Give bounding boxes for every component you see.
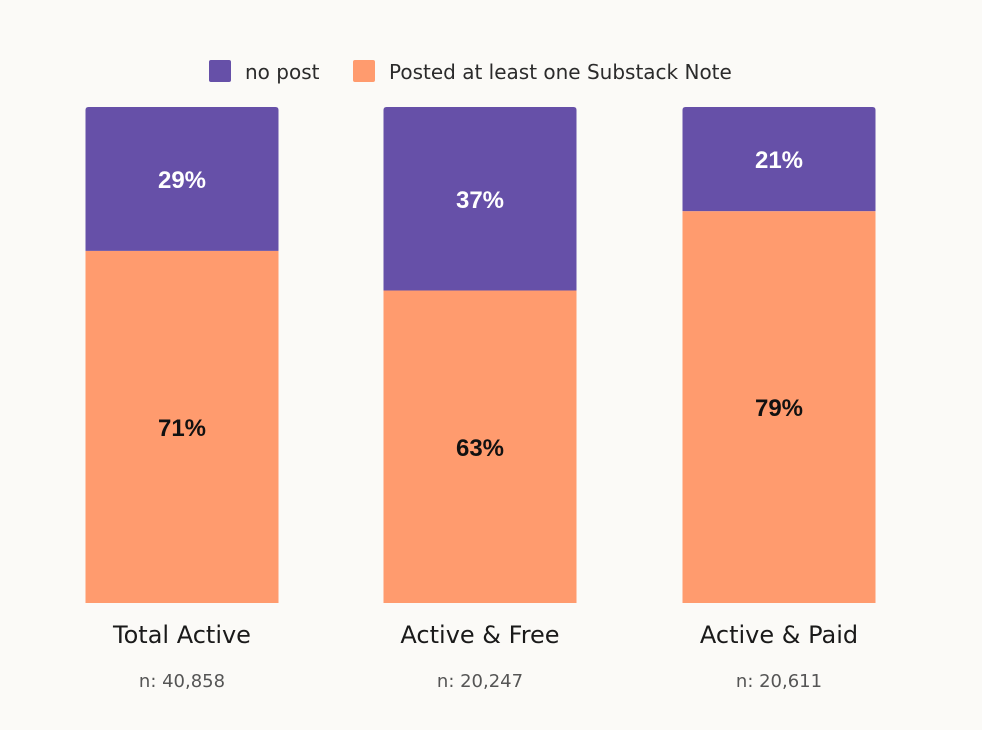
bar-segment-posted-note-active-and-paid [682,211,876,603]
legend-label-no-post: no post [245,60,320,84]
bar-segment-no-post-active-and-paid [682,107,876,212]
bar-segment-posted-note-active-and-free [383,290,577,603]
legend: no post Posted at least one Substack Not… [209,60,732,84]
sample-size-label-total-active: n: 40,858 [139,671,225,692]
data-label-posted-note-active-and-free: 63% [456,435,504,462]
category-label-active-and-free: Active & Free [400,621,559,649]
bar-segment-no-post-total-active [85,107,279,251]
plot-area: 29% 71% 37% 63% 21% 79% [85,107,876,603]
category-labels: Total Active n: 40,858 Active & Free n: 20,… [112,621,858,692]
bar-segment-posted-note-total-active [85,250,279,603]
bar-active-and-paid: 21% 79% [682,107,876,603]
category-label-active-and-paid: Active & Paid [700,621,858,649]
bar-total-active: 29% 71% [85,107,279,603]
data-label-posted-note-total-active: 71% [158,415,206,442]
data-label-no-post-active-and-free: 37% [456,187,504,214]
legend-label-posted-note: Posted at least one Substack Note [389,60,732,84]
category-label-total-active: Total Active [112,621,251,649]
bar-active-and-free: 37% 63% [383,107,577,603]
data-label-posted-note-active-and-paid: 79% [755,395,803,422]
legend-swatch-posted-note [353,60,375,82]
sample-size-label-active-and-paid: n: 20,611 [736,671,822,692]
sample-size-label-active-and-free: n: 20,247 [437,671,523,692]
data-label-no-post-active-and-paid: 21% [755,147,803,174]
bar-segment-no-post-active-and-free [383,107,577,291]
legend-swatch-no-post [209,60,231,82]
data-label-no-post-total-active: 29% [158,167,206,194]
